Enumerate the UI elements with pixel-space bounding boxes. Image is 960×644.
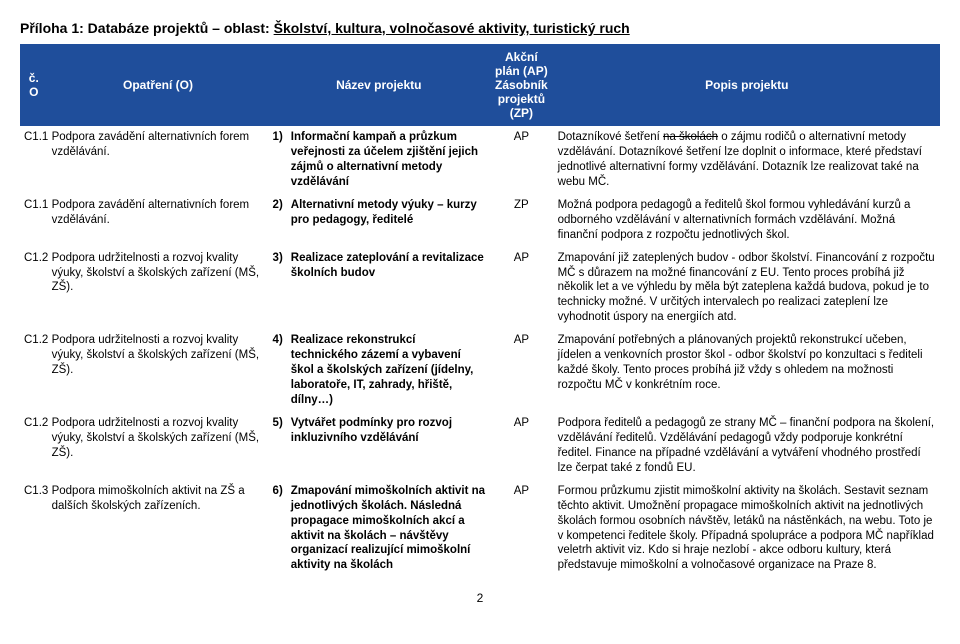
cell-co: C1.3 xyxy=(20,480,48,578)
cell-num: 1) xyxy=(268,126,286,194)
cell-co: C1.2 xyxy=(20,247,48,330)
table-row: C1.1Podpora zavádění alternativních fore… xyxy=(20,126,940,194)
col-header-co: č. O xyxy=(20,44,48,126)
cell-desc: Možná podpora pedagogů a ředitelů škol f… xyxy=(554,194,940,247)
cell-ap: AP xyxy=(489,247,553,330)
cell-co: C1.1 xyxy=(20,194,48,247)
cell-op: Podpora udržitelnosti a rozvoj kvality v… xyxy=(48,329,269,412)
cell-op: Podpora mimoškolních aktivit na ZŠ a dal… xyxy=(48,480,269,578)
col-header-op: Opatření (O) xyxy=(48,44,269,126)
cell-ap: AP xyxy=(489,412,553,480)
cell-num: 5) xyxy=(268,412,286,480)
page-number: 2 xyxy=(20,591,940,605)
cell-op: Podpora zavádění alternativních forem vz… xyxy=(48,126,269,194)
cell-ap: AP xyxy=(489,126,553,194)
cell-ap: AP xyxy=(489,329,553,412)
title-underlined: Školství, kultura, volnočasové aktivity,… xyxy=(274,20,630,36)
col-header-desc: Popis projektu xyxy=(554,44,940,126)
cell-name: Realizace rekonstrukcí technického zázem… xyxy=(287,329,489,412)
table-row: C1.3Podpora mimoškolních aktivit na ZŠ a… xyxy=(20,480,940,578)
cell-desc: Podpora ředitelů a pedagogů ze strany MČ… xyxy=(554,412,940,480)
projects-table: č. O Opatření (O) Název projektu Akční p… xyxy=(20,44,940,577)
cell-desc: Zmapování již zateplených budov - odbor … xyxy=(554,247,940,330)
cell-op: Podpora udržitelnosti a rozvoj kvality v… xyxy=(48,412,269,480)
table-header-row: č. O Opatření (O) Název projektu Akční p… xyxy=(20,44,940,126)
table-row: C1.1Podpora zavádění alternativních fore… xyxy=(20,194,940,247)
page-title: Příloha 1: Databáze projektů – oblast: Š… xyxy=(20,20,940,36)
col-header-name: Název projektu xyxy=(268,44,489,126)
cell-desc: Zmapování potřebných a plánovaných proje… xyxy=(554,329,940,412)
cell-desc: Dotazníkové šetření na školách o zájmu r… xyxy=(554,126,940,194)
cell-num: 4) xyxy=(268,329,286,412)
cell-ap: ZP xyxy=(489,194,553,247)
col-header-ap: Akční plán (AP) Zásobník projektů (ZP) xyxy=(489,44,553,126)
cell-num: 6) xyxy=(268,480,286,578)
table-row: C1.2Podpora udržitelnosti a rozvoj kvali… xyxy=(20,412,940,480)
title-prefix: Příloha 1: Databáze projektů – oblast: xyxy=(20,20,274,36)
table-row: C1.2Podpora udržitelnosti a rozvoj kvali… xyxy=(20,247,940,330)
cell-name: Zmapování mimoškolních aktivit na jednot… xyxy=(287,480,489,578)
cell-num: 2) xyxy=(268,194,286,247)
cell-name: Alternativní metody výuky – kurzy pro pe… xyxy=(287,194,489,247)
cell-name: Vytvářet podmínky pro rozvoj inkluzivníh… xyxy=(287,412,489,480)
cell-name: Informační kampaň a průzkum veřejnosti z… xyxy=(287,126,489,194)
cell-co: C1.1 xyxy=(20,126,48,194)
cell-op: Podpora udržitelnosti a rozvoj kvality v… xyxy=(48,247,269,330)
cell-name: Realizace zateplování a revitalizace ško… xyxy=(287,247,489,330)
cell-desc: Formou průzkumu zjistit mimoškolní aktiv… xyxy=(554,480,940,578)
cell-ap: AP xyxy=(489,480,553,578)
cell-num: 3) xyxy=(268,247,286,330)
cell-co: C1.2 xyxy=(20,329,48,412)
cell-co: C1.2 xyxy=(20,412,48,480)
cell-op: Podpora zavádění alternativních forem vz… xyxy=(48,194,269,247)
table-row: C1.2Podpora udržitelnosti a rozvoj kvali… xyxy=(20,329,940,412)
